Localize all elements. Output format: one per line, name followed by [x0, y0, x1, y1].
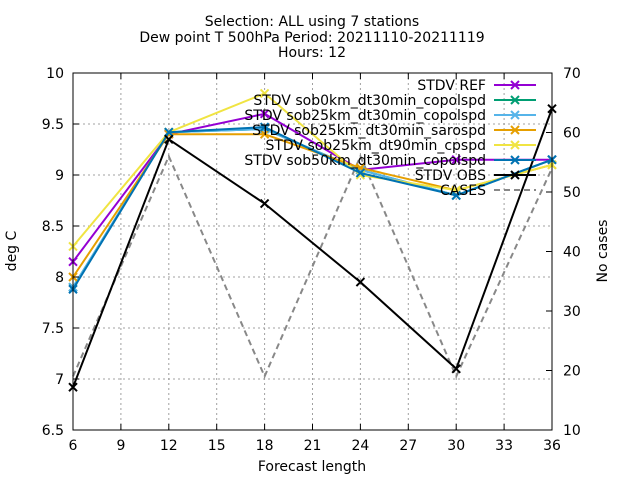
x-tick-label: 21	[304, 438, 322, 454]
y-tick-label: 6.5	[42, 423, 64, 439]
y2-tick-label: 50	[563, 185, 581, 201]
legend-marker	[510, 155, 520, 165]
axis-ticks: 6 9 12 15 18 21 24 27 30 33 36 6.5 7 7.5 8 8.5 9 9.5 10 10 2…	[42, 66, 581, 454]
y2-tick-label: 60	[563, 126, 581, 142]
series-line	[72, 126, 553, 290]
cases-series	[72, 153, 553, 379]
x-tick-label: 24	[351, 438, 369, 454]
x-tick-label: 33	[495, 438, 513, 454]
legend-marker	[510, 170, 520, 180]
data-point	[259, 129, 270, 139]
data-point	[259, 122, 270, 132]
y-tick-label: 8	[55, 270, 64, 286]
data-point	[451, 190, 461, 201]
y2-tick-label: 40	[563, 245, 581, 261]
series-line	[72, 92, 553, 248]
data-point	[164, 134, 174, 145]
series-line	[72, 108, 553, 388]
title-line-3: Hours: 12	[278, 45, 346, 61]
x-tick-label: 9	[116, 438, 125, 454]
y-tick-label: 9.5	[42, 117, 64, 133]
legend-label: CASES	[440, 183, 486, 199]
title: Selection: ALL using 7 stations Dew poin…	[139, 14, 484, 61]
x-tick-label: 12	[160, 438, 178, 454]
title-line-1: Selection: ALL using 7 stations	[205, 14, 419, 30]
x-tick-label: 36	[543, 438, 561, 454]
legend-label: STDV OBS	[415, 168, 486, 184]
legend-label: STDV sob25km_dt30min_sarospd	[252, 123, 486, 139]
legend-marker	[510, 110, 520, 120]
y2-tick-label: 20	[563, 364, 581, 380]
y2-tick-label: 10	[563, 423, 581, 439]
legend-label: STDV sob25km_dt90min_cpspd	[265, 138, 486, 154]
x-tick-label: 6	[69, 438, 78, 454]
data-point	[451, 154, 461, 165]
x-tick-label: 15	[208, 438, 226, 454]
data-point	[259, 88, 270, 99]
series-lines	[68, 88, 557, 392]
y2-tick-label: 70	[563, 66, 581, 82]
x-tick-label: 27	[399, 438, 417, 454]
legend-label: STDV sob25km_dt30min_copolspd	[244, 108, 486, 124]
title-line-2: Dew point T 500hPa Period: 20211110-2021…	[139, 30, 484, 46]
y-tick-label: 10	[46, 66, 64, 82]
x-tick-label: 30	[447, 438, 465, 454]
data-point	[259, 198, 270, 209]
legend-marker	[510, 80, 520, 90]
y2-tick-label: 30	[563, 304, 581, 320]
legend-marker	[510, 95, 520, 105]
y-axis-label: deg C	[4, 230, 20, 271]
y2-axis-label: No cases	[595, 220, 611, 283]
data-point	[355, 168, 366, 178]
x-tick-label: 18	[256, 438, 274, 454]
cases-line	[72, 153, 553, 379]
series-group	[68, 103, 557, 392]
y-tick-label: 7.5	[42, 321, 64, 337]
series-line	[72, 112, 552, 263]
x-axis-label: Forecast length	[258, 459, 366, 475]
legend-label: STDV sob50km_dt30min_copolspd	[244, 153, 486, 169]
legend-label: STDV sob0km_dt30min_copolspd	[253, 93, 486, 109]
legend-label: STDV REF	[417, 78, 486, 94]
data-point	[451, 364, 461, 374]
data-point	[355, 277, 366, 287]
data-point	[259, 109, 270, 119]
y-tick-label: 8.5	[42, 219, 64, 235]
legend-marker	[510, 125, 520, 135]
legend-marker	[510, 140, 520, 150]
y-tick-label: 7	[55, 372, 64, 388]
y-tick-label: 9	[55, 168, 64, 184]
data-point	[164, 127, 174, 137]
